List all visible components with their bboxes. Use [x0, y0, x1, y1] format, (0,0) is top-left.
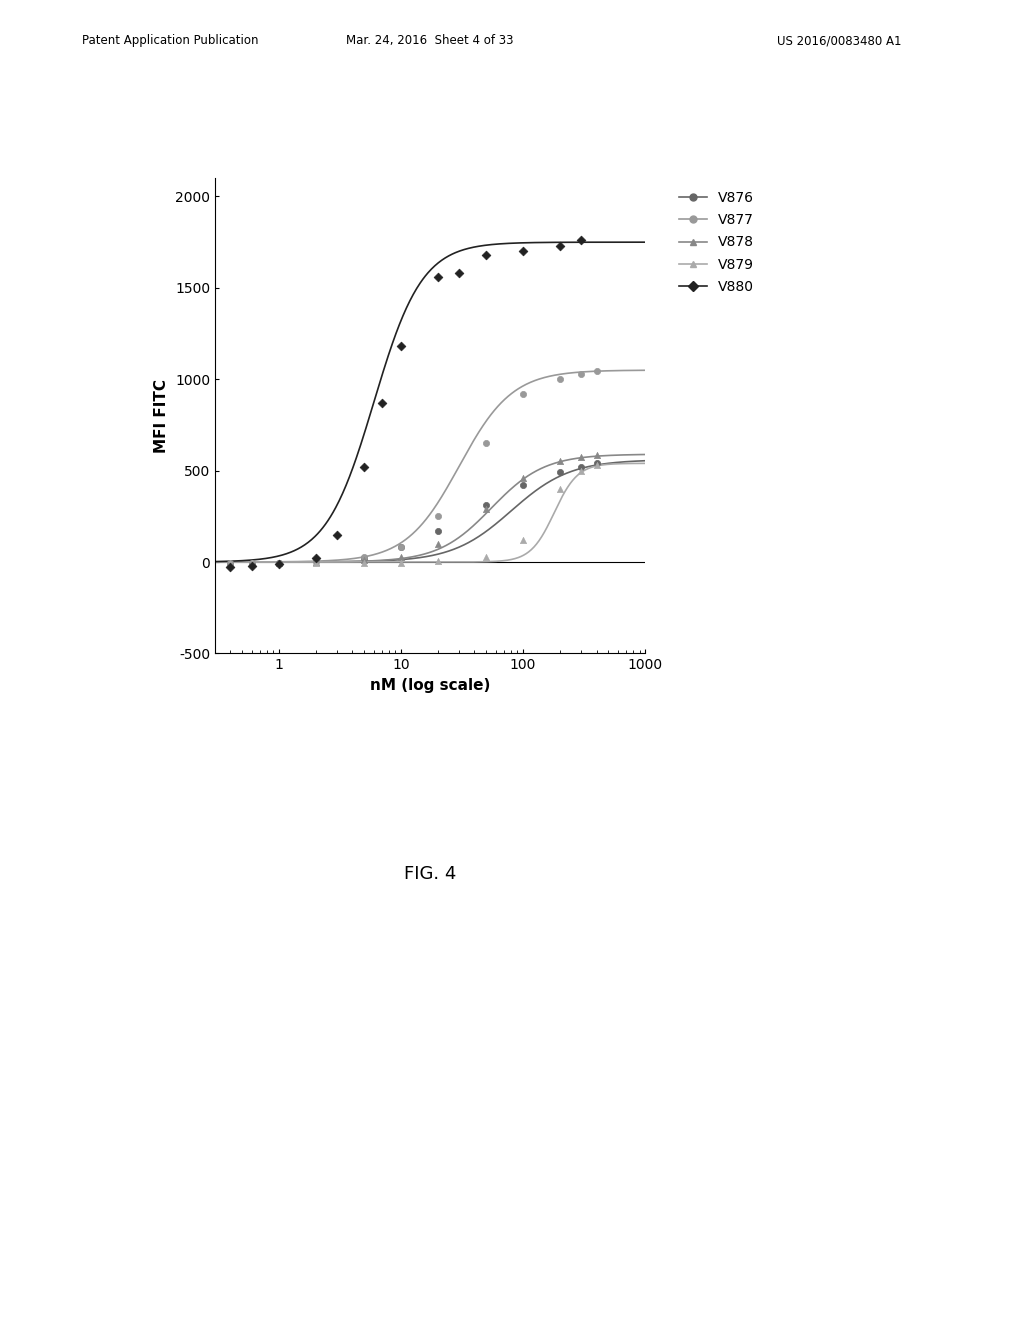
Point	[552, 478, 568, 499]
X-axis label: nM (log scale): nM (log scale)	[370, 677, 490, 693]
Point	[429, 520, 445, 541]
Point	[393, 335, 410, 356]
Point	[222, 552, 239, 573]
Point	[552, 462, 568, 483]
Point	[270, 552, 287, 573]
Point	[429, 533, 445, 554]
Point	[356, 548, 373, 569]
Point	[270, 552, 287, 573]
Point	[356, 552, 373, 573]
Point	[356, 457, 373, 478]
Point	[429, 267, 445, 288]
Point	[244, 552, 260, 573]
Point	[478, 546, 495, 568]
Point	[573, 461, 590, 482]
Point	[244, 552, 260, 573]
Y-axis label: MFI FITC: MFI FITC	[155, 379, 170, 453]
Point	[478, 433, 495, 454]
Point	[478, 244, 495, 265]
Point	[356, 549, 373, 570]
Point	[552, 368, 568, 389]
Point	[573, 457, 590, 478]
Point	[393, 546, 410, 568]
Text: Patent Application Publication: Patent Application Publication	[82, 34, 258, 48]
Point	[307, 550, 324, 572]
Point	[244, 556, 260, 577]
Point	[573, 230, 590, 251]
Point	[356, 546, 373, 568]
Point	[552, 450, 568, 471]
Point	[270, 552, 287, 573]
Point	[244, 552, 260, 573]
Point	[589, 445, 605, 466]
Point	[393, 552, 410, 573]
Point	[222, 552, 239, 573]
Point	[244, 553, 260, 574]
Point	[451, 263, 467, 284]
Point	[329, 524, 345, 545]
Point	[515, 475, 531, 496]
Point	[589, 360, 605, 381]
Point	[478, 495, 495, 516]
Point	[515, 240, 531, 261]
Text: FIG. 4: FIG. 4	[403, 865, 457, 883]
Point	[393, 537, 410, 558]
Point	[307, 552, 324, 573]
Point	[429, 550, 445, 572]
Point	[589, 454, 605, 475]
Point	[270, 552, 287, 573]
Point	[393, 537, 410, 558]
Point	[573, 363, 590, 384]
Point	[222, 557, 239, 578]
Point	[515, 529, 531, 550]
Text: Mar. 24, 2016  Sheet 4 of 33: Mar. 24, 2016 Sheet 4 of 33	[346, 34, 514, 48]
Point	[307, 548, 324, 569]
Point	[307, 550, 324, 572]
Point	[270, 553, 287, 574]
Point	[222, 552, 239, 573]
Point	[429, 506, 445, 527]
Point	[374, 392, 390, 413]
Point	[307, 552, 324, 573]
Point	[573, 446, 590, 467]
Point	[589, 453, 605, 474]
Point	[222, 552, 239, 573]
Text: US 2016/0083480 A1: US 2016/0083480 A1	[777, 34, 902, 48]
Point	[515, 467, 531, 488]
Legend: V876, V877, V878, V879, V880: V876, V877, V878, V879, V880	[674, 185, 760, 300]
Point	[515, 383, 531, 404]
Point	[552, 235, 568, 256]
Point	[478, 499, 495, 520]
